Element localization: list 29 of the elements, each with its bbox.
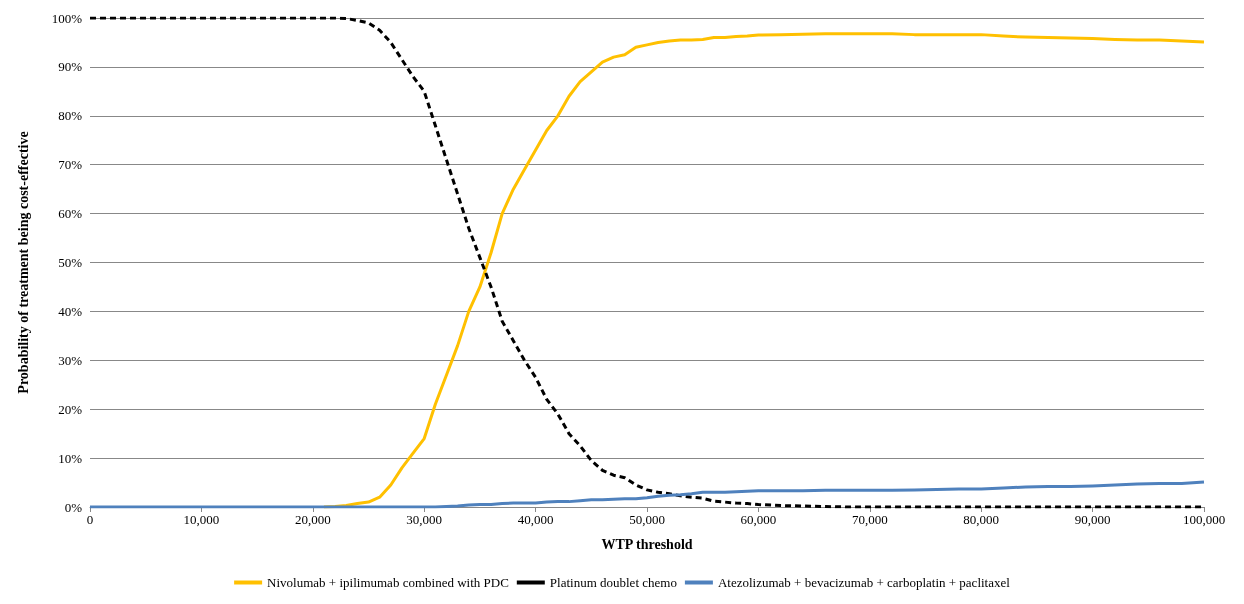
y-tick-label: 100% (51, 10, 83, 26)
y-tick-label: 80% (58, 108, 83, 124)
x-tick-label: 0 (86, 512, 94, 527)
x-axis-title: WTP threshold (601, 536, 693, 552)
y-tick-label: 90% (58, 59, 83, 75)
legend-label: Platinum doublet chemo (549, 575, 677, 590)
y-tick-label: 20% (58, 401, 83, 417)
y-tick-label: 60% (58, 206, 83, 222)
x-tick-label: 50,000 (629, 512, 665, 527)
x-tick-label: 40,000 (517, 512, 554, 527)
x-tick-label: 20,000 (294, 512, 331, 527)
x-tick-label: 70,000 (851, 512, 888, 527)
x-tick-label: 60,000 (740, 512, 777, 527)
y-axis-title: Probability of treatment being cost-effective (15, 131, 31, 394)
line-series (88, 480, 1206, 509)
x-tick-label: 100,000 (1182, 512, 1226, 527)
y-tick-label: 0% (64, 499, 83, 515)
line-series (322, 32, 1206, 509)
y-tick-label: 30% (58, 352, 83, 368)
y-tick-label: 40% (58, 303, 83, 319)
x-tick-label: 80,000 (963, 512, 1000, 527)
x-tick-label: 90,000 (1074, 512, 1111, 527)
legend-label: Nivolumab + ipilimumab combined with PDC (267, 575, 509, 590)
y-tick-label: 50% (58, 255, 83, 270)
x-tick-label: 10,000 (183, 512, 220, 527)
y-tick-label: 70% (58, 157, 83, 173)
x-tick-label: 30,000 (406, 512, 443, 527)
y-tick-label: 10% (58, 450, 83, 466)
legend-label: Atezolizumab + bevacizumab + carboplatin + paclitaxel (717, 575, 1011, 590)
